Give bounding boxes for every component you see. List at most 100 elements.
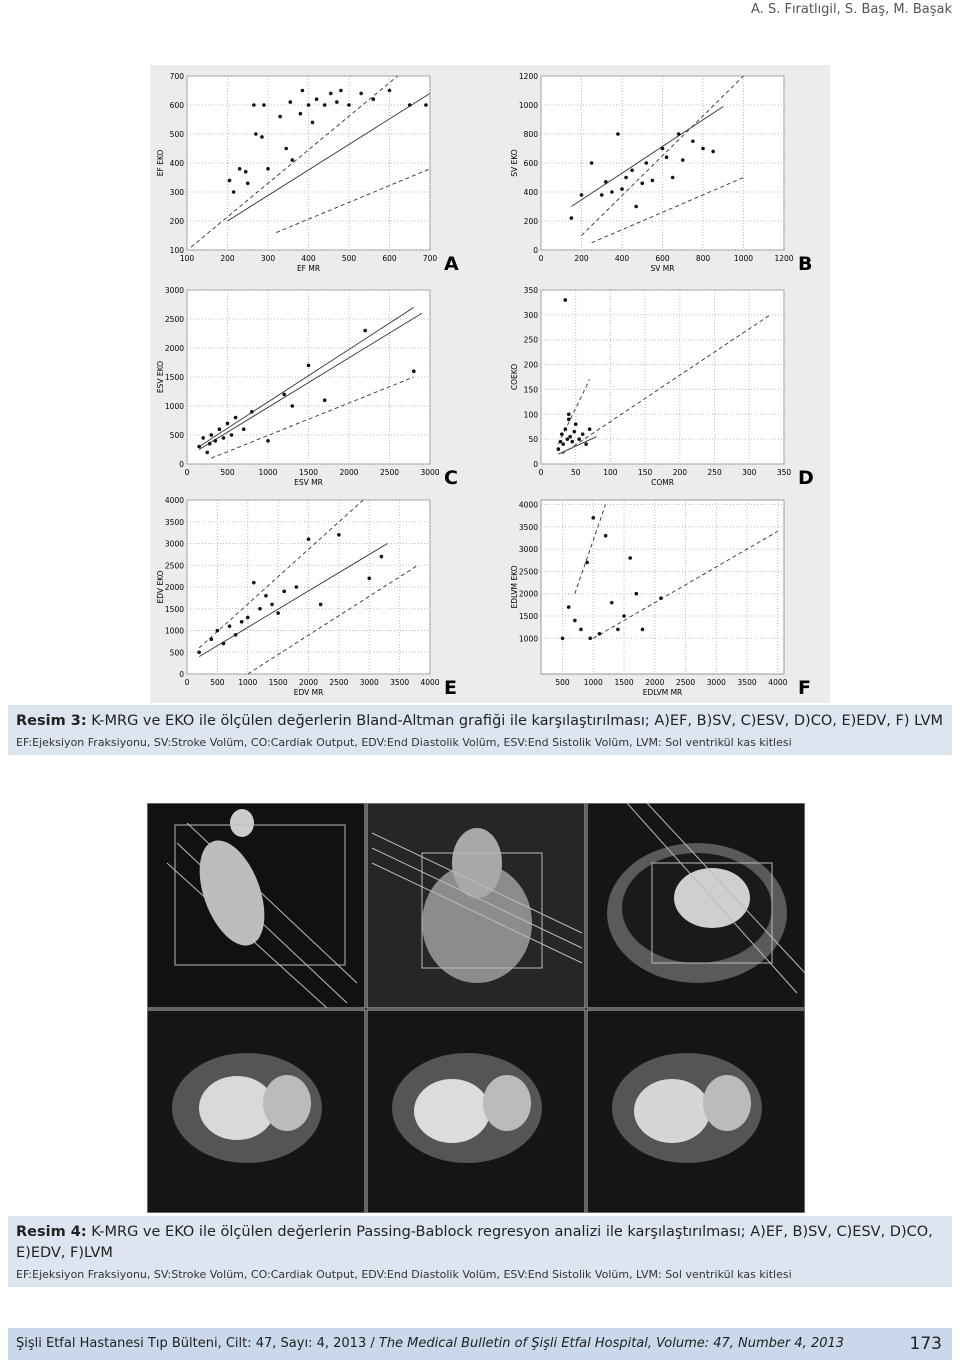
caption-abbreviations: EF:Ejeksiyon Fraksiyonu, SV:Stroke Volüm… [16,1268,792,1281]
data-point [622,614,626,618]
y-tick-label: 0 [533,460,538,469]
data-point [624,175,628,180]
data-point [266,167,270,171]
data-point [573,618,577,623]
data-point [566,412,571,417]
data-point [610,190,614,194]
y-tick-label: 300 [170,188,185,197]
data-point [328,91,333,96]
data-point [584,442,588,446]
x-tick-label: 600 [655,254,670,263]
data-point [250,410,254,414]
y-tick-label: 300 [524,311,539,320]
caption-text: K-MRG ve EKO ile ölçülen değerlerin Blan… [91,713,944,729]
data-point [252,103,256,107]
data-point [412,369,416,374]
regression-line [557,379,591,445]
data-point [284,146,289,151]
data-point [339,88,343,93]
y-tick-label: 1200 [519,72,538,81]
x-axis-label: ESV MR [294,478,323,487]
data-point [221,641,226,646]
data-point [239,620,244,624]
figure-3: 100 200 300 400 500 600 7001002003004005006007… [150,65,830,703]
data-point [591,516,596,520]
data-point [245,181,250,186]
data-point [314,97,319,101]
x-tick-label: 300 [742,468,757,477]
y-tick-label: 600 [170,101,185,110]
y-tick-label: 1500 [165,605,184,614]
data-point [367,576,372,581]
x-tick-label: 350 [777,468,792,477]
data-point [640,627,645,632]
x-axis-label: EF MR [297,264,320,273]
regression-line [581,75,744,236]
y-tick-label: 1500 [165,373,184,382]
x-axis-label: EDLVM MR [643,688,683,697]
x-axis-label: EDV MR [294,688,324,697]
y-tick-label: 150 [524,385,539,394]
x-tick-label: 200 [673,468,688,477]
y-tick-label: 0 [533,246,538,255]
x-tick-label: 600 [382,254,397,263]
data-point [603,533,608,538]
x-tick-label: 0 [539,468,544,477]
data-point [565,437,570,441]
panel-letter: A [444,253,459,275]
page-number: 173 [909,1334,942,1354]
data-point [570,439,575,444]
y-axis-label: EDV EKO [156,570,165,603]
data-point [233,633,238,637]
data-point [387,88,392,93]
x-tick-label: 100 [603,468,618,477]
data-point [650,178,655,183]
y-tick-label: 100 [170,246,185,255]
data-point [566,605,571,609]
y-tick-label: 2500 [165,315,184,324]
data-point [215,628,220,633]
regression-line [198,543,388,657]
data-point [306,537,311,541]
data-point [260,135,264,139]
caption-label: Resim 4: [16,1224,87,1240]
data-point [670,175,675,180]
regression-line [190,75,398,248]
data-point [616,627,620,632]
data-point [363,328,368,333]
data-point [300,88,305,93]
y-tick-label: 2500 [519,567,538,576]
data-point [221,436,226,440]
data-point [556,447,561,451]
x-tick-label: 0 [185,678,190,687]
panel-letter: E [444,677,457,699]
caption-abbreviations: EF:Ejeksiyon Fraksiyonu, SV:Stroke Volüm… [16,736,792,749]
data-point [229,433,234,437]
data-point [569,216,574,220]
y-tick-label: 400 [170,159,185,168]
x-tick-label: 2500 [676,678,695,687]
regression-line [211,376,414,459]
x-tick-label: 400 [301,254,316,263]
data-point [628,556,633,560]
x-tick-label: 3000 [707,678,726,687]
regression-line [198,499,364,649]
data-point [587,427,592,432]
data-point [245,615,250,620]
caption-3: Resim 3: K-MRG ve EKO ile ölçülen değerl… [8,705,952,755]
data-point [337,533,341,537]
panel-letter: D [798,467,814,489]
regression-line [198,312,423,450]
journal-tr: Şişli Etfal Hastanesi Tıp Bülteni, Cilt:… [16,1336,375,1351]
x-tick-label: 0 [539,254,544,263]
y-tick-label: 3000 [165,540,184,549]
x-tick-label: 1200 [774,254,793,263]
regression-line [227,93,431,222]
y-tick-label: 1000 [165,627,184,636]
data-point [424,103,428,107]
y-tick-label: 1000 [519,101,538,110]
x-tick-label: 700 [423,254,438,263]
x-tick-label: 2500 [329,678,348,687]
regression-line [571,106,724,207]
